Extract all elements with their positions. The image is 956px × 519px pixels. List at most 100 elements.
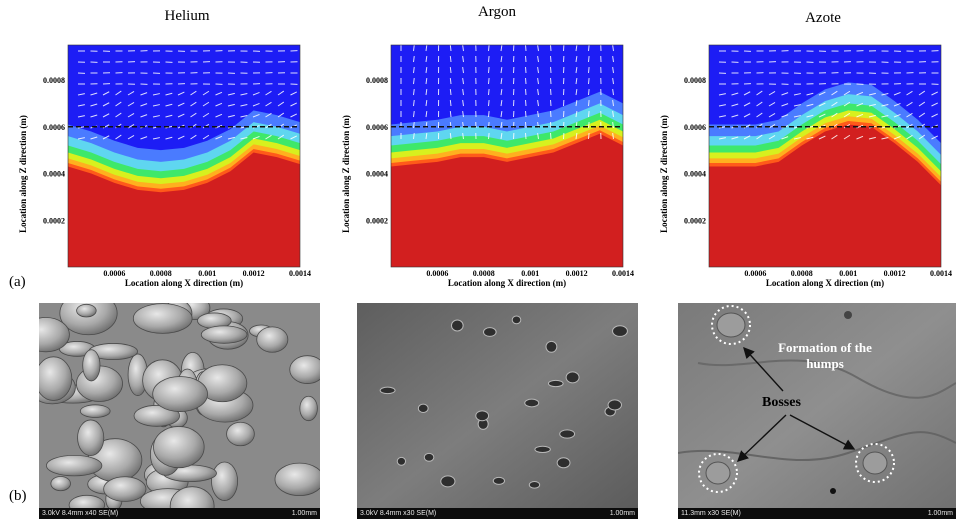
surface-nodule	[59, 303, 118, 336]
velocity-arrow	[290, 102, 298, 107]
velocity-arrow	[843, 134, 851, 140]
velocity-arrow	[202, 90, 210, 96]
x-tick-label: 0.0006	[103, 269, 125, 278]
velocity-arrow	[265, 101, 272, 107]
velocity-arrow	[537, 77, 539, 85]
velocity-arrow	[77, 137, 85, 140]
velocity-arrow	[265, 90, 272, 96]
velocity-arrow	[90, 92, 98, 96]
velocity-arrow	[781, 114, 789, 118]
velocity-arrow	[252, 91, 260, 96]
y-tick-label: 0.0002	[43, 216, 65, 225]
surface-pit	[423, 452, 435, 462]
velocity-arrow	[718, 104, 726, 107]
velocity-arrow	[488, 88, 490, 96]
x-tick-label: 0.0006	[426, 269, 448, 278]
contour-band-7	[391, 133, 623, 267]
y-tick-label: 0.0006	[684, 123, 706, 132]
velocity-arrow	[462, 88, 464, 96]
surface-nodule	[153, 426, 205, 469]
velocity-arrow	[227, 114, 235, 118]
arrow-to-boss-3	[789, 414, 856, 450]
velocity-arrow	[449, 132, 452, 140]
y-tick-label: 0.0004	[43, 170, 65, 179]
velocity-arrow	[152, 137, 160, 140]
velocity-arrow	[793, 104, 801, 107]
velocity-arrow	[462, 132, 464, 140]
contour-svg: 0.0006 0.0008 0.001 0.0012 0.0014 0.0008 0.000…	[659, 44, 952, 288]
surface-nodule	[256, 326, 289, 353]
velocity-arrow	[252, 135, 260, 140]
velocity-arrow	[462, 55, 464, 63]
velocity-arrow	[575, 55, 578, 63]
sem-image-helium: 3.0kV 8.4mm x40 SE(M) 1.00mm	[39, 303, 320, 519]
velocity-arrow	[537, 55, 539, 63]
velocity-arrow	[856, 124, 864, 129]
velocity-arrow	[500, 99, 503, 107]
velocity-arrow	[462, 44, 464, 52]
sem-texture-helium	[39, 303, 320, 519]
y-tick-label: 0.0006	[366, 123, 388, 132]
surface-pit	[511, 315, 522, 325]
velocity-arrow	[856, 113, 864, 118]
velocity-arrow	[588, 55, 590, 63]
velocity-arrow	[413, 121, 415, 129]
velocity-arrow	[413, 99, 415, 107]
velocity-arrow	[612, 99, 614, 107]
velocity-arrow	[488, 99, 490, 107]
velocity-arrow	[102, 91, 110, 96]
sem-scale: 1.00mm	[291, 510, 317, 517]
velocity-arrow	[906, 90, 913, 96]
x-tick-label: 0.0008	[791, 269, 813, 278]
sem-caption-bar: 3.0kV 8.4mm x40 SE(M) 1.00mm	[39, 508, 320, 519]
sem-caption: 11.3mm x30 SE(M)	[681, 510, 741, 517]
velocity-arrow	[152, 104, 160, 107]
surface-pit	[440, 475, 456, 488]
velocity-arrow	[768, 113, 776, 118]
velocity-arrow	[831, 90, 838, 96]
velocity-arrow	[588, 44, 590, 52]
velocity-arrow	[906, 112, 913, 118]
surface-nodule	[77, 419, 105, 457]
surface-pit	[396, 456, 407, 466]
velocity-arrow	[140, 103, 148, 107]
x-tick-label: 0.0008	[150, 269, 172, 278]
surface-nodule	[274, 462, 320, 497]
surface-pit	[528, 481, 541, 489]
velocity-arrow	[537, 99, 539, 107]
velocity-arrow	[831, 101, 838, 107]
velocity-arrow	[868, 103, 876, 107]
velocity-arrow	[77, 115, 85, 118]
arrow-to-boss-1	[743, 346, 784, 392]
velocity-arrow	[449, 44, 452, 52]
velocity-arrow	[462, 77, 464, 85]
velocity-arrow	[743, 91, 751, 96]
velocity-arrow	[165, 103, 173, 107]
velocity-arrow	[252, 102, 260, 107]
velocity-arrow	[190, 90, 197, 96]
surface-pit	[612, 325, 628, 337]
velocity-arrow	[881, 92, 889, 96]
surface-pit	[565, 371, 580, 384]
sem-image-argon: 3.0kV 8.4mm x30 SE(M) 1.00mm	[357, 303, 638, 519]
velocity-arrow	[90, 114, 98, 118]
velocity-arrow	[425, 99, 428, 107]
y-tick-label: 0.0008	[366, 76, 388, 85]
velocity-arrow	[127, 113, 135, 118]
boss-circle-2	[698, 453, 738, 493]
velocity-arrow	[488, 77, 490, 85]
velocity-arrow	[127, 135, 135, 140]
velocity-arrow	[793, 137, 801, 140]
velocity-arrow	[806, 103, 814, 107]
velocity-arrow	[537, 132, 539, 140]
surface-pit	[545, 340, 558, 353]
velocity-arrow	[856, 135, 864, 140]
velocity-arrow	[290, 135, 298, 140]
velocity-arrow	[612, 66, 614, 74]
surface-pit	[450, 319, 464, 332]
velocity-arrow	[818, 91, 826, 96]
velocity-arrow	[781, 92, 789, 96]
velocity-arrow	[881, 103, 889, 107]
velocity-arrow	[277, 134, 285, 140]
x-axis-label: Location along X direction (m)	[125, 278, 243, 288]
